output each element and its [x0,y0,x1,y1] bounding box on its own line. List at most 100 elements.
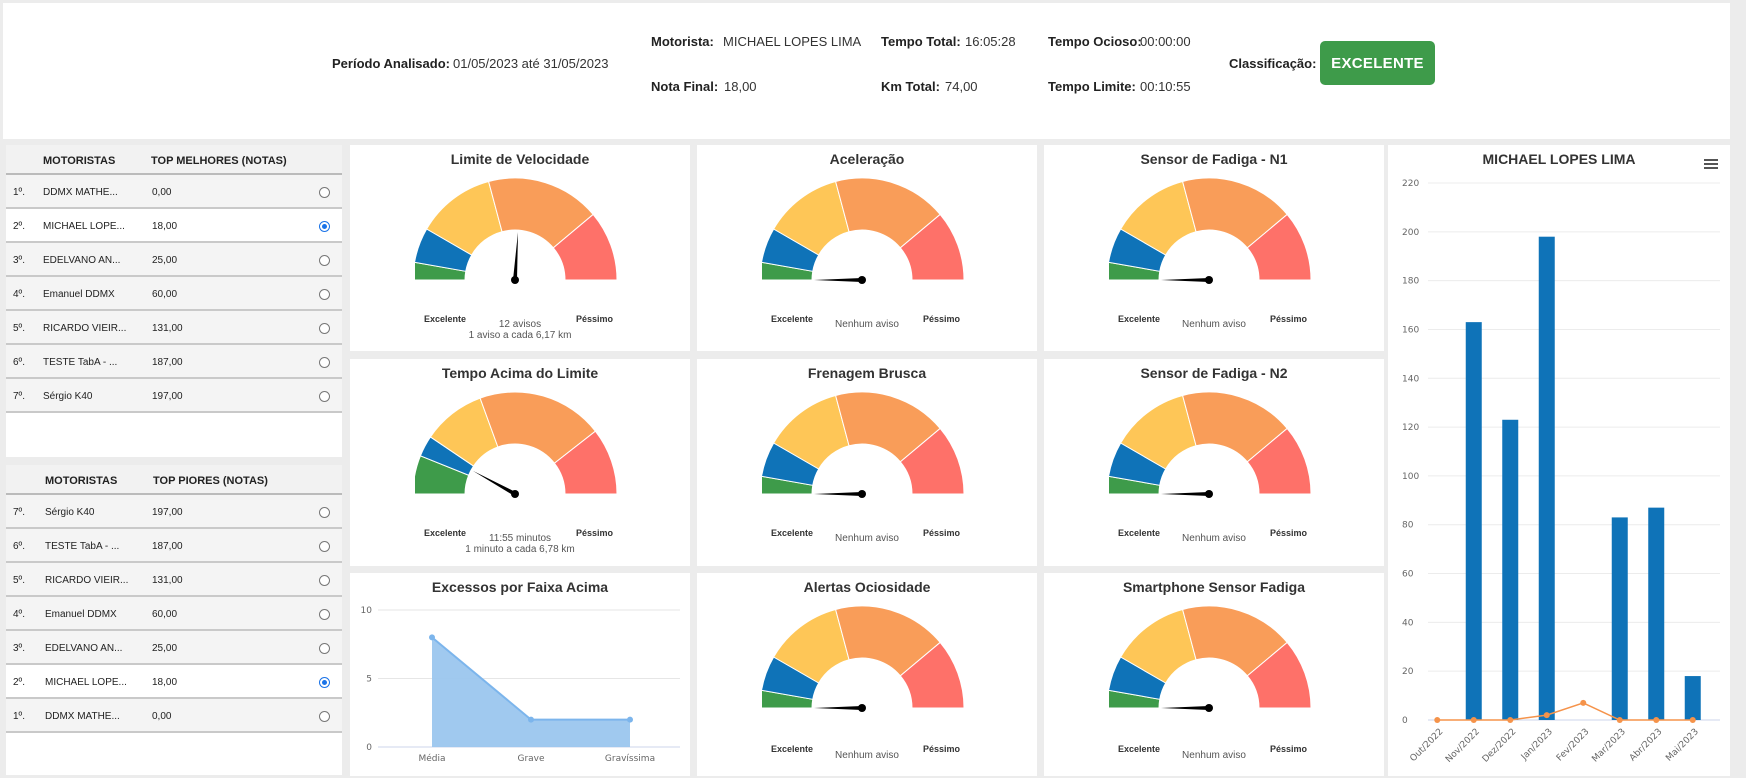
gauge [1109,604,1319,744]
gauge-hub [858,490,866,498]
select-radio[interactable] [319,677,330,688]
col-motoristas: MOTORISTAS [43,155,115,167]
gauge-card: Smartphone Sensor Fadiga Excelente Péssimo… [1044,573,1384,776]
data-point [429,634,435,640]
card-title: Sensor de Fadiga - N1 [1044,151,1384,167]
card-title: Limite de Velocidade [350,151,690,167]
select-radio[interactable] [319,507,330,518]
y-tick-label: 20 [1402,667,1414,677]
y-tick-label: 120 [1402,423,1419,433]
gauge [1109,176,1319,316]
driver-score: 25,00 [152,643,177,654]
table-header: MOTORISTAS TOP PIORES (NOTAS) [6,465,342,495]
gauge-needle [1161,492,1209,496]
y-tick-label: 160 [1402,325,1419,335]
excessos-chart: 0510Média Grave Gravíssima [350,573,690,776]
driver-name: DDMX MATHE... [45,711,120,722]
driver-name: Emanuel DDMX [45,609,117,620]
rank-number: 4º. [13,609,25,620]
bar [1648,508,1664,720]
driver-score: 187,00 [152,357,183,368]
table-row[interactable]: 5º. RICARDO VIEIR... 131,00 [6,563,342,597]
table-row[interactable]: 1º. DDMX MATHE... 0,00 [6,699,342,733]
y-tick-label: 0 [366,743,372,753]
driver-score: 131,00 [152,323,183,334]
x-tick-label: Grave [517,754,545,764]
excessos-card: Excessos por Faixa Acima 0 5 10 Média Grave G… [350,573,690,776]
driver-name: Emanuel DDMX [43,289,115,300]
table-row[interactable]: 3º. EDELVANO AN... 25,00 [6,631,342,665]
driver-name: RICARDO VIEIR... [43,323,126,334]
table-row[interactable]: 2º. MICHAEL LOPE... 18,00 [6,665,342,699]
history-card: MICHAEL LOPES LIMA 0 20 40 60 80 100 120 140 160… [1388,145,1730,776]
tempo-ocioso-value: 00:00:00 [1140,34,1191,49]
select-radio[interactable] [319,323,330,334]
y-tick-label: 180 [1402,277,1419,287]
y-tick-label: 220 [1402,179,1419,189]
select-radio[interactable] [319,357,330,368]
line-point [1617,717,1623,723]
gauge-needle [1161,706,1209,710]
gauge-card: Aceleração Excelente Péssimo Nenhum aviso [697,145,1037,351]
table-row[interactable]: 7º. Sérgio K40 197,00 [6,495,342,529]
top-melhores-table: MOTORISTAS TOP MELHORES (NOTAS) 1º. DDMX … [6,145,342,457]
line-point [1690,717,1696,723]
tempo-ocioso-label: Tempo Ocioso: [1048,34,1142,49]
rank-number: 3º. [13,643,25,654]
table-row[interactable]: 7º. Sérgio K40 197,00 [6,379,342,413]
select-radio[interactable] [319,255,330,266]
gauge-needle [814,492,862,496]
table-row[interactable]: 4º. Emanuel DDMX 60,00 [6,277,342,311]
table-row[interactable]: 5º. RICARDO VIEIR... 131,00 [6,311,342,345]
bar [1685,676,1701,720]
table-row[interactable]: 6º. TESTE TabA - ... 187,00 [6,345,342,379]
table-row[interactable]: 1º. DDMX MATHE... 0,00 [6,175,342,209]
bar [1466,322,1482,720]
y-tick-label: 5 [366,675,372,685]
select-radio[interactable] [319,221,330,232]
select-radio[interactable] [319,609,330,620]
gauge-needle [473,471,516,496]
x-tick-label: Média [418,753,445,764]
rank-number: 3º. [13,255,25,266]
driver-score: 187,00 [152,541,183,552]
gauge-value: Nenhum aviso [697,533,1037,544]
select-radio[interactable] [319,711,330,722]
gauge [762,390,972,530]
y-tick-label: 10 [361,606,373,616]
select-radio[interactable] [319,391,330,402]
gauge-hub [511,276,519,284]
table-row[interactable]: 3º. EDELVANO AN... 25,00 [6,243,342,277]
card-title: Aceleração [697,151,1037,167]
rank-number: 1º. [13,711,25,722]
table-header: MOTORISTAS TOP MELHORES (NOTAS) [6,145,342,175]
gauge-value: Nenhum aviso [697,750,1037,761]
x-tick-label: Mai/2023 [1664,727,1701,764]
table-row[interactable]: 2º. MICHAEL LOPE... 18,00 [6,209,342,243]
rank-number: 7º. [13,507,25,518]
select-radio[interactable] [319,289,330,300]
driver-name: MICHAEL LOPE... [45,677,127,688]
rank-number: 2º. [13,221,25,232]
table-row[interactable]: 6º. TESTE TabA - ... 187,00 [6,529,342,563]
driver-score: 197,00 [152,507,183,518]
select-radio[interactable] [319,643,330,654]
line-point [1434,717,1440,723]
select-radio[interactable] [319,575,330,586]
rank-number: 7º. [13,391,25,402]
table-row[interactable]: 4º. Emanuel DDMX 60,00 [6,597,342,631]
gauge-hub [1205,704,1213,712]
gauge-card: Tempo Acima do Limite Excelente Péssimo 11:… [350,359,690,566]
line-point [1471,717,1477,723]
gauge [762,176,972,316]
rank-number: 5º. [13,575,25,586]
select-radio[interactable] [319,541,330,552]
gauge-value: Nenhum aviso [1044,533,1384,544]
select-radio[interactable] [319,187,330,198]
driver-score: 0,00 [152,187,171,198]
y-tick-label: 80 [1402,521,1414,531]
gauge-card: Frenagem Brusca Excelente Péssimo Nenhum av… [697,359,1037,566]
gauge-hub [858,276,866,284]
gauge-value: Nenhum aviso [697,319,1037,330]
driver-name: MICHAEL LOPE... [43,221,125,232]
